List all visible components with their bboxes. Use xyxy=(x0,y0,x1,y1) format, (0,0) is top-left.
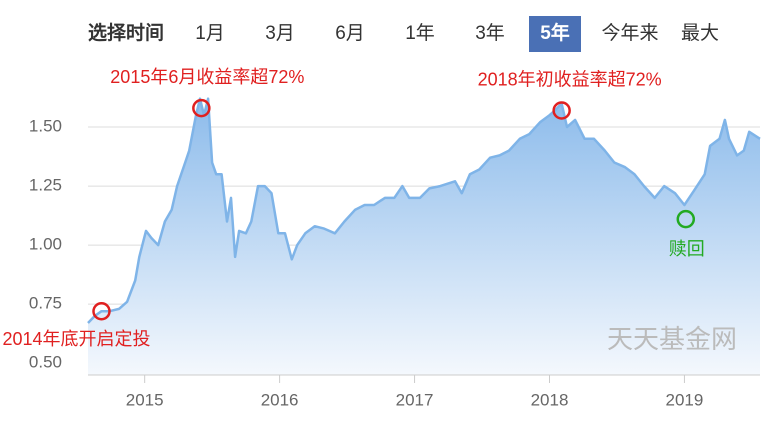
x-tick-label: 2016 xyxy=(261,390,299,409)
y-tick-label: 1.00 xyxy=(29,235,62,254)
tab-label: 选择时间 xyxy=(88,22,164,44)
tab[interactable]: 今年来 xyxy=(601,22,658,44)
tab[interactable]: 3月 xyxy=(265,23,295,44)
watermark: 天天基金网 xyxy=(607,324,737,354)
annotation: 2015年6月收益率超72% xyxy=(110,67,304,87)
tab[interactable]: 1年 xyxy=(405,22,435,44)
tab[interactable]: 5年 xyxy=(540,21,570,44)
annotation: 赎回 xyxy=(669,239,705,259)
y-tick-label: 1.50 xyxy=(29,117,62,136)
annotation-marker xyxy=(92,301,111,321)
x-tick-label: 2017 xyxy=(396,390,434,409)
tab[interactable]: 6月 xyxy=(335,23,365,44)
tab[interactable]: 3年 xyxy=(475,22,505,44)
line xyxy=(87,97,761,324)
annotation: 2018年初收益率超72% xyxy=(478,69,662,89)
annotation-marker xyxy=(192,98,211,118)
area xyxy=(88,98,760,375)
y-tick-label: 0.75 xyxy=(29,294,62,313)
annotation-marker xyxy=(676,209,696,229)
tab[interactable]: 最大 xyxy=(681,22,719,44)
x-tick-label: 2019 xyxy=(666,390,704,409)
tab-selected-bg xyxy=(529,16,581,52)
y-tick-label: 1.25 xyxy=(29,176,62,195)
tab[interactable]: 1月 xyxy=(195,23,225,44)
x-tick-label: 2015 xyxy=(126,390,164,409)
annotation: 2014年底开启定投 xyxy=(2,329,150,349)
x-tick-label: 2018 xyxy=(531,390,569,409)
annotation-marker xyxy=(552,101,571,120)
y-tick-label: 0.50 xyxy=(29,353,62,372)
